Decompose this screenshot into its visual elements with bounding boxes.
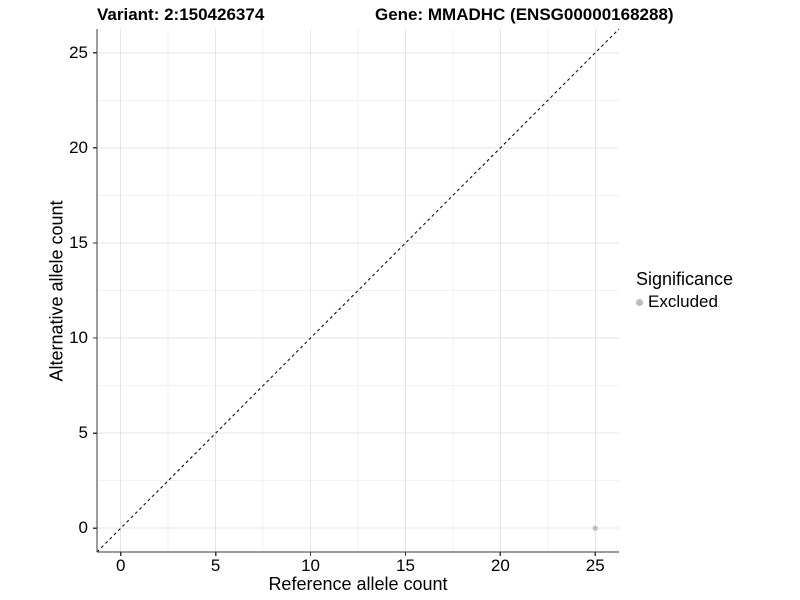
plot-title-variant: Variant: 2:150426374 — [97, 5, 265, 24]
legend: Significance Excluded — [636, 268, 733, 312]
x-axis-title: Reference allele count — [268, 574, 448, 594]
legend-title: Significance — [636, 269, 734, 289]
x-tick-label: 5 — [210, 556, 221, 575]
legend-entry-label: Excluded — [648, 292, 718, 311]
x-tick-label: 15 — [395, 556, 415, 575]
y-tick-label: 0 — [78, 518, 88, 538]
x-tick-label: 20 — [490, 556, 510, 575]
data-point-excluded — [592, 525, 598, 531]
y-tick-label: 5 — [78, 423, 88, 443]
y-tick-label: 15 — [69, 232, 88, 252]
legend-entry-excluded: Excluded — [636, 292, 733, 312]
y-axis-title: Alternative allele count — [46, 200, 67, 382]
x-tick-label: 10 — [301, 556, 320, 575]
y-tick-label: 10 — [69, 328, 88, 348]
x-tick-label: 0 — [115, 556, 126, 575]
y-tick-label: 25 — [69, 42, 88, 62]
x-tick-label: 25 — [585, 556, 605, 575]
legend-marker-circle-icon — [636, 298, 643, 306]
plot-title-gene: Gene: MMADHC (ENSG00000168288) — [375, 5, 674, 24]
y-tick-label: 20 — [69, 137, 88, 157]
